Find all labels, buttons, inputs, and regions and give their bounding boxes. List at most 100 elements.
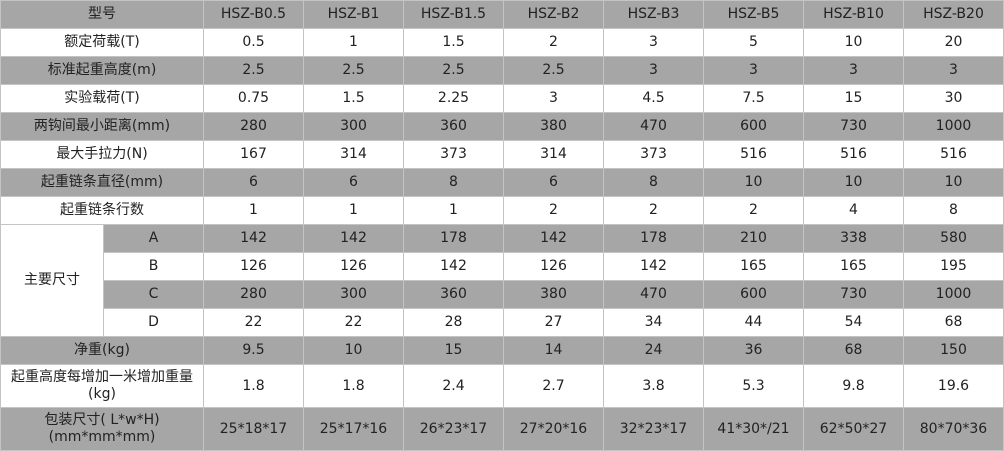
cell-value: 470 xyxy=(603,112,704,141)
row-label: 标准起重高度(m) xyxy=(0,56,204,85)
cell-value: 27*20*16 xyxy=(503,407,604,451)
cell-value: 2 xyxy=(503,196,604,225)
cell-value: 600 xyxy=(703,112,804,141)
cell-value: 178 xyxy=(403,224,504,253)
cell-value: 373 xyxy=(403,140,504,169)
cell-value: 4.5 xyxy=(603,84,704,113)
cell-value: 6 xyxy=(203,168,304,197)
table-row: 主要尺寸 A 142 142 178 142 178 210 338 580 xyxy=(0,224,1004,337)
cell-value: 3.8 xyxy=(603,364,704,408)
cell-value: 41*30*/21 xyxy=(703,407,804,451)
cell-value: 150 xyxy=(903,336,1004,365)
cell-value: 3 xyxy=(503,84,604,113)
cell-value: 10 xyxy=(903,168,1004,197)
table-row: 额定荷载(T) 0.5 1 1.5 2 3 5 10 20 xyxy=(0,28,1004,57)
cell-value: 22 xyxy=(203,308,304,337)
cell-value: 142 xyxy=(303,224,404,253)
cell-value: 54 xyxy=(803,308,904,337)
cell-value: 165 xyxy=(803,252,904,281)
cell-value: 338 xyxy=(803,224,904,253)
cell-value: 142 xyxy=(503,224,604,253)
cell-value: 470 xyxy=(603,280,704,309)
cell-value: 1.5 xyxy=(403,28,504,57)
model-name: HSZ-B5 xyxy=(703,0,804,29)
cell-value: 2.5 xyxy=(503,56,604,85)
row-label: 最大手拉力(N) xyxy=(0,140,204,169)
cell-value: 126 xyxy=(203,252,304,281)
cell-value: 10 xyxy=(803,28,904,57)
cell-value: 9.8 xyxy=(803,364,904,408)
model-name: HSZ-B3 xyxy=(603,0,704,29)
cell-value: 126 xyxy=(503,252,604,281)
table-row: 标准起重高度(m) 2.5 2.5 2.5 2.5 3 3 3 3 xyxy=(0,56,1004,85)
cell-value: 80*70*36 xyxy=(903,407,1004,451)
cell-value: 25*17*16 xyxy=(303,407,404,451)
cell-value: 314 xyxy=(303,140,404,169)
cell-value: 1.5 xyxy=(303,84,404,113)
cell-value: 2 xyxy=(503,28,604,57)
cell-value: 7.5 xyxy=(703,84,804,113)
row-label: 净重(kg) xyxy=(0,336,204,365)
cell-value: 280 xyxy=(203,280,304,309)
cell-value: 68 xyxy=(903,308,1004,337)
cell-value: 6 xyxy=(303,168,404,197)
cell-value: 0.5 xyxy=(203,28,304,57)
cell-value: 20 xyxy=(903,28,1004,57)
model-name: HSZ-B0.5 xyxy=(203,0,304,29)
cell-value: 8 xyxy=(403,168,504,197)
cell-value: 62*50*27 xyxy=(803,407,904,451)
cell-value: 32*23*17 xyxy=(603,407,704,451)
cell-value: 6 xyxy=(503,168,604,197)
row-label: 起重链条直径(mm) xyxy=(0,168,204,197)
table-row: 两钩间最小距离(mm) 280 300 360 380 470 600 730 1000 xyxy=(0,112,1004,141)
cell-value: 314 xyxy=(503,140,604,169)
cell-value: 516 xyxy=(703,140,804,169)
cell-value: 380 xyxy=(503,112,604,141)
cell-value: 2.7 xyxy=(503,364,604,408)
cell-value: 1.8 xyxy=(303,364,404,408)
cell-value: 25*18*17 xyxy=(203,407,304,451)
model-name: HSZ-B2 xyxy=(503,0,604,29)
cell-value: 210 xyxy=(703,224,804,253)
cell-value: 1 xyxy=(403,196,504,225)
cell-value: 1 xyxy=(303,28,404,57)
cell-value: 34 xyxy=(603,308,704,337)
cell-value: 10 xyxy=(303,336,404,365)
table-row: B 126 126 142 126 142 165 165 195 xyxy=(1,252,1004,281)
cell-value: 3 xyxy=(603,56,704,85)
row-label: B xyxy=(103,252,204,281)
cell-value: 28 xyxy=(403,308,504,337)
cell-value: 10 xyxy=(803,168,904,197)
cell-value: 27 xyxy=(503,308,604,337)
cell-value: 730 xyxy=(803,280,904,309)
row-label: 起重链条行数 xyxy=(0,196,204,225)
cell-value: 15 xyxy=(403,336,504,365)
cell-value: 8 xyxy=(603,168,704,197)
cell-value: 14 xyxy=(503,336,604,365)
cell-value: 0.75 xyxy=(203,84,304,113)
table-row: 实验载荷(T) 0.75 1.5 2.25 3 4.5 7.5 15 30 xyxy=(0,84,1004,113)
cell-value: 68 xyxy=(803,336,904,365)
cell-value: 516 xyxy=(803,140,904,169)
model-name: HSZ-B1.5 xyxy=(403,0,504,29)
cell-value: 2.5 xyxy=(203,56,304,85)
row-label: 包装尺寸( L*w*H)(mm*mm*mm) xyxy=(0,407,204,451)
cell-value: 165 xyxy=(703,252,804,281)
row-label: 两钩间最小距离(mm) xyxy=(0,112,204,141)
cell-value: 15 xyxy=(803,84,904,113)
cell-value: 1 xyxy=(303,196,404,225)
group-label: 主要尺寸 xyxy=(0,224,104,337)
cell-value: 36 xyxy=(703,336,804,365)
table-row: 起重链条行数 1 1 1 2 2 2 4 8 xyxy=(0,196,1004,225)
row-label: A xyxy=(103,224,204,253)
cell-value: 2.5 xyxy=(303,56,404,85)
cell-value: 44 xyxy=(703,308,804,337)
cell-value: 2 xyxy=(603,196,704,225)
cell-value: 9.5 xyxy=(203,336,304,365)
cell-value: 178 xyxy=(603,224,704,253)
cell-value: 2.4 xyxy=(403,364,504,408)
table-row: 包装尺寸( L*w*H)(mm*mm*mm) 25*18*17 25*17*16 26… xyxy=(0,407,1004,451)
cell-value: 142 xyxy=(603,252,704,281)
